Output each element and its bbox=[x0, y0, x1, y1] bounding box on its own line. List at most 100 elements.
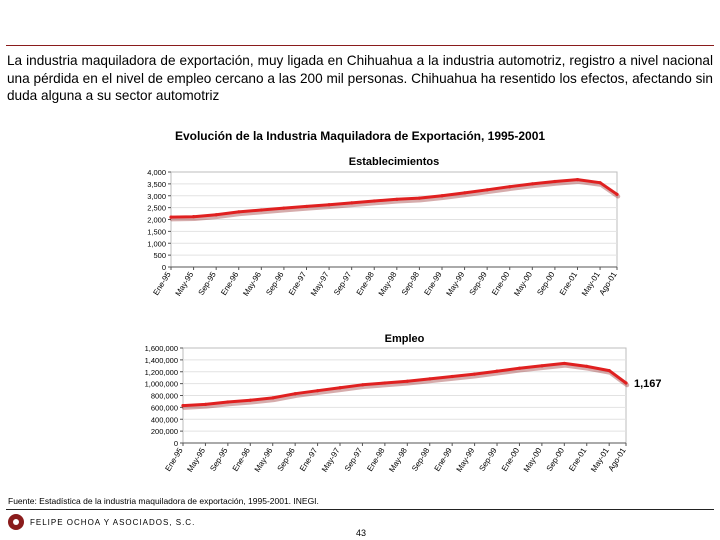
x-tick-label: Sep-98 bbox=[400, 270, 422, 297]
x-tick-label: Sep-99 bbox=[477, 446, 499, 473]
y-tick-label: 3,000 bbox=[147, 192, 166, 201]
data-point bbox=[350, 201, 354, 205]
data-point bbox=[485, 188, 489, 192]
data-point bbox=[226, 400, 230, 404]
data-point bbox=[495, 369, 499, 373]
x-tick-label: May-97 bbox=[309, 270, 331, 298]
data-point bbox=[372, 199, 376, 203]
x-tick-label: Sep-00 bbox=[545, 446, 567, 473]
x-tick-label: Ene-00 bbox=[500, 446, 522, 473]
x-tick-label: Ene-01 bbox=[567, 446, 589, 473]
data-point bbox=[553, 179, 557, 184]
data-point bbox=[169, 215, 173, 219]
data-point bbox=[417, 196, 422, 200]
x-tick-label: Ene-95 bbox=[151, 270, 173, 297]
x-tick-label: Ago-01 bbox=[606, 446, 628, 473]
data-point bbox=[607, 368, 611, 373]
x-tick-label: Sep-96 bbox=[276, 446, 298, 473]
data-point bbox=[282, 206, 286, 210]
x-tick-label: Ene-97 bbox=[287, 270, 309, 297]
y-tick-label: 0 bbox=[162, 263, 166, 272]
x-tick-label: Ene-00 bbox=[490, 270, 512, 297]
chart-title: Establecimientos bbox=[349, 156, 439, 168]
y-tick-label: 800,000 bbox=[151, 392, 178, 401]
data-point bbox=[293, 392, 297, 396]
data-point bbox=[615, 192, 619, 196]
data-point bbox=[624, 381, 628, 385]
data-point bbox=[598, 181, 602, 185]
data-point bbox=[562, 361, 566, 366]
x-tick-label: Ene-96 bbox=[219, 270, 241, 297]
y-tick-label: 1,600,000 bbox=[145, 344, 178, 353]
data-point bbox=[304, 204, 309, 209]
data-point bbox=[450, 374, 454, 379]
x-tick-label: May-97 bbox=[320, 446, 342, 474]
y-tick-label: 1,000 bbox=[147, 239, 166, 248]
data-point bbox=[462, 191, 467, 195]
empleo-chart: Empleo 0 200,000 400,000 600,000 800,000 1,000… bbox=[145, 333, 662, 474]
data-point bbox=[338, 386, 342, 390]
x-tick-label: May-95 bbox=[174, 270, 196, 298]
data-point bbox=[428, 377, 432, 381]
data-point bbox=[395, 197, 399, 201]
y-tick-label: 4,000 bbox=[147, 168, 166, 177]
data-point bbox=[405, 379, 409, 383]
data-point bbox=[472, 372, 477, 376]
x-tick-label: May-95 bbox=[185, 446, 207, 474]
y-tick-label: 0 bbox=[174, 439, 178, 448]
page-number: 43 bbox=[356, 528, 367, 538]
x-tick-label: Ago-01 bbox=[597, 270, 619, 297]
y-tick-label: 600,000 bbox=[151, 403, 178, 412]
x-tick-label: May-96 bbox=[241, 270, 263, 298]
x-tick-label: May-99 bbox=[444, 270, 466, 298]
x-tick-label: Sep-97 bbox=[332, 270, 354, 297]
data-point bbox=[360, 383, 365, 387]
x-tick-label: Ene-97 bbox=[298, 446, 320, 473]
data-point bbox=[508, 185, 512, 189]
data-point bbox=[530, 182, 534, 186]
x-tick-label: Ene-01 bbox=[558, 270, 580, 297]
data-point bbox=[517, 366, 522, 370]
y-tick-label: 2,500 bbox=[147, 204, 166, 213]
company-logo-icon bbox=[8, 514, 24, 530]
series-shadow bbox=[181, 363, 630, 410]
x-tick-label: Ene-95 bbox=[163, 446, 185, 473]
y-tick-label: 500 bbox=[153, 251, 166, 260]
company-name: FELIPE OCHOA Y ASOCIADOS, S.C. bbox=[30, 517, 196, 527]
data-point bbox=[271, 396, 275, 400]
x-tick-label: Sep-95 bbox=[197, 270, 219, 297]
data-point bbox=[203, 402, 208, 407]
data-point bbox=[214, 213, 218, 217]
data-point bbox=[191, 215, 196, 219]
footer-company: FELIPE OCHOA Y ASOCIADOS, S.C. bbox=[8, 514, 195, 530]
x-tick-label: Sep-95 bbox=[208, 446, 230, 473]
data-point bbox=[237, 210, 241, 214]
x-tick-label: May-00 bbox=[512, 270, 534, 298]
x-tick-label: Ene-99 bbox=[433, 446, 455, 473]
data-point bbox=[327, 203, 331, 207]
x-tick-label: Ene-98 bbox=[365, 446, 387, 473]
footer-rule bbox=[6, 509, 714, 510]
y-tick-label: 3,500 bbox=[147, 180, 166, 189]
end-value-label: 1,167 bbox=[634, 378, 662, 390]
y-tick-label: 200,000 bbox=[151, 427, 178, 436]
data-point bbox=[315, 389, 320, 393]
x-tick-label: May-00 bbox=[522, 446, 544, 474]
data-point bbox=[585, 364, 589, 369]
data-point bbox=[575, 178, 580, 182]
main-chart-title: Evolución de la Industria Maquiladora de… bbox=[174, 129, 546, 143]
intro-paragraph: La industria maquiladora de exportación,… bbox=[7, 53, 713, 103]
x-tick-label: May-96 bbox=[253, 446, 275, 474]
data-point bbox=[181, 403, 185, 408]
y-tick-label: 1,000,000 bbox=[145, 380, 178, 389]
data-point bbox=[540, 364, 544, 368]
y-tick-label: 1,200,000 bbox=[145, 368, 178, 377]
x-tick-label: May-99 bbox=[455, 446, 477, 474]
x-tick-label: May-98 bbox=[377, 270, 399, 298]
source-note: Fuente: Estadística de la industria maqu… bbox=[8, 496, 319, 506]
x-tick-label: May-98 bbox=[387, 446, 409, 474]
x-tick-label: Ene-96 bbox=[231, 446, 253, 473]
x-tick-label: Sep-99 bbox=[468, 270, 490, 297]
chart-title: Empleo bbox=[385, 333, 425, 345]
x-tick-label: Sep-97 bbox=[343, 446, 365, 473]
